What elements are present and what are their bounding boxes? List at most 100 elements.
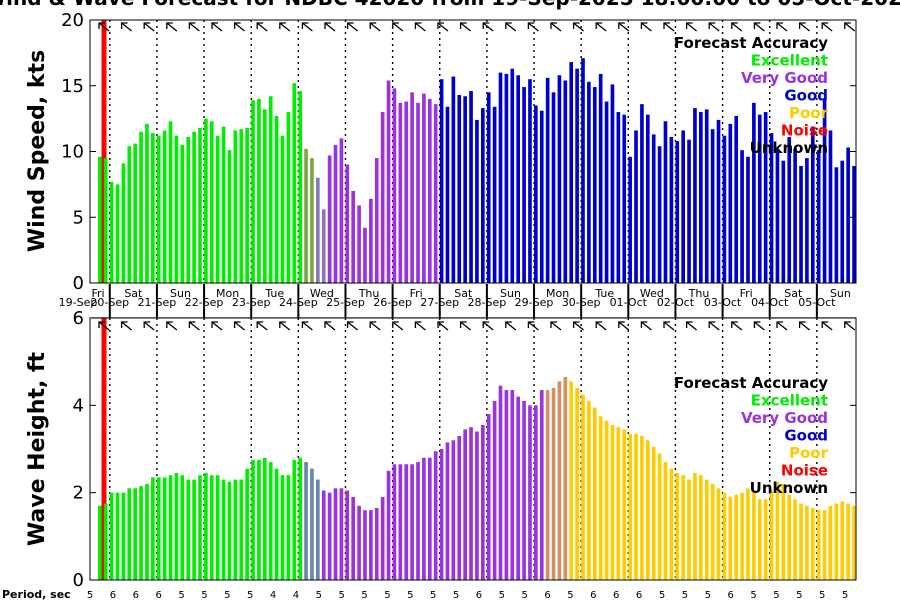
arrow-head [120, 321, 128, 328]
bar [333, 488, 338, 580]
day-date: 24-Sep [279, 296, 318, 309]
arrow-shaft [301, 22, 313, 32]
arrow-shaft [821, 22, 833, 32]
y-tick-label: 10 [61, 142, 84, 163]
day-name: Sat [454, 287, 473, 300]
bar [398, 102, 403, 283]
bar [121, 163, 126, 283]
arrow-shaft [414, 321, 426, 331]
direction-arrow [256, 22, 268, 32]
arrow-head [324, 321, 331, 328]
bar [539, 390, 544, 580]
direction-arrow [98, 22, 110, 32]
direction-arrow [324, 321, 336, 331]
wave-bars [98, 376, 856, 580]
bar [569, 381, 574, 580]
arrow-head [663, 321, 670, 328]
bar [810, 126, 815, 283]
wind-direction-arrows [98, 22, 856, 32]
bar [215, 475, 220, 580]
arrow-head [844, 22, 851, 29]
bar [380, 112, 385, 283]
bar [321, 490, 326, 580]
bar [262, 457, 267, 580]
bar [469, 427, 473, 580]
direction-arrow [414, 321, 426, 331]
bar [292, 459, 297, 580]
arrow-shaft [844, 321, 856, 331]
period-value: 5 [430, 590, 436, 600]
arrow-shaft [618, 321, 630, 331]
direction-arrow [120, 22, 133, 32]
day-date: 05-Oct [798, 296, 836, 309]
bar [374, 507, 379, 580]
bar [592, 407, 597, 580]
bar [781, 483, 786, 580]
bar [481, 424, 485, 580]
arrow-shaft [166, 321, 178, 331]
day-date: 30-Sep [562, 296, 601, 309]
arrow-shaft [686, 321, 698, 331]
direction-arrow [301, 22, 313, 32]
bar [539, 110, 544, 283]
direction-arrow [256, 321, 268, 331]
arrow-shaft [640, 321, 652, 331]
direction-arrow [369, 321, 381, 331]
direction-arrow [233, 321, 246, 331]
bar [268, 462, 273, 580]
bar [852, 505, 856, 580]
bar [587, 81, 591, 284]
bar [416, 462, 420, 580]
bar [604, 101, 609, 283]
bar [622, 114, 627, 284]
day-date: 28-Sep [468, 296, 507, 309]
bar [687, 139, 691, 283]
bar [98, 156, 102, 283]
bar [457, 435, 462, 580]
bar [852, 165, 856, 283]
y-tick-label: 2 [73, 483, 84, 504]
day-name: Mon [216, 287, 239, 300]
bar [575, 387, 579, 580]
bar [740, 150, 744, 283]
arrow-shaft [595, 321, 607, 331]
bar [162, 130, 167, 283]
y-tick-label: 0 [73, 570, 84, 591]
arrow-shaft [369, 22, 381, 32]
bar [545, 77, 550, 283]
bar [451, 440, 456, 580]
arrow-head [143, 22, 151, 29]
chart-title: Wind & Wave Forecast for NDBC 42020 from… [0, 0, 900, 10]
direction-arrow [98, 321, 110, 331]
arrow-head [618, 321, 625, 328]
bar [522, 400, 526, 580]
bar [156, 477, 161, 580]
bar [280, 475, 285, 580]
direction-arrow [188, 22, 200, 32]
direction-arrow [663, 22, 675, 32]
direction-arrow [708, 22, 720, 32]
direction-arrow [459, 22, 472, 32]
bar [510, 68, 515, 283]
bar [439, 79, 444, 283]
arrow-head [459, 22, 467, 29]
bar [139, 486, 143, 580]
direction-arrow [550, 22, 562, 32]
bar [805, 505, 809, 580]
direction-arrow [663, 321, 675, 331]
arrow-shaft [392, 321, 404, 331]
bar [133, 143, 138, 283]
bar [846, 503, 850, 580]
bar [687, 479, 691, 580]
bar [416, 102, 420, 283]
bar [233, 479, 238, 580]
arrow-shaft [234, 22, 246, 32]
bar [716, 488, 721, 580]
arrow-shaft [799, 321, 811, 331]
bar [139, 131, 143, 283]
arrow-head [640, 321, 648, 328]
arrow-head [776, 22, 783, 29]
bar [386, 80, 391, 284]
period-value: 5 [522, 590, 528, 600]
